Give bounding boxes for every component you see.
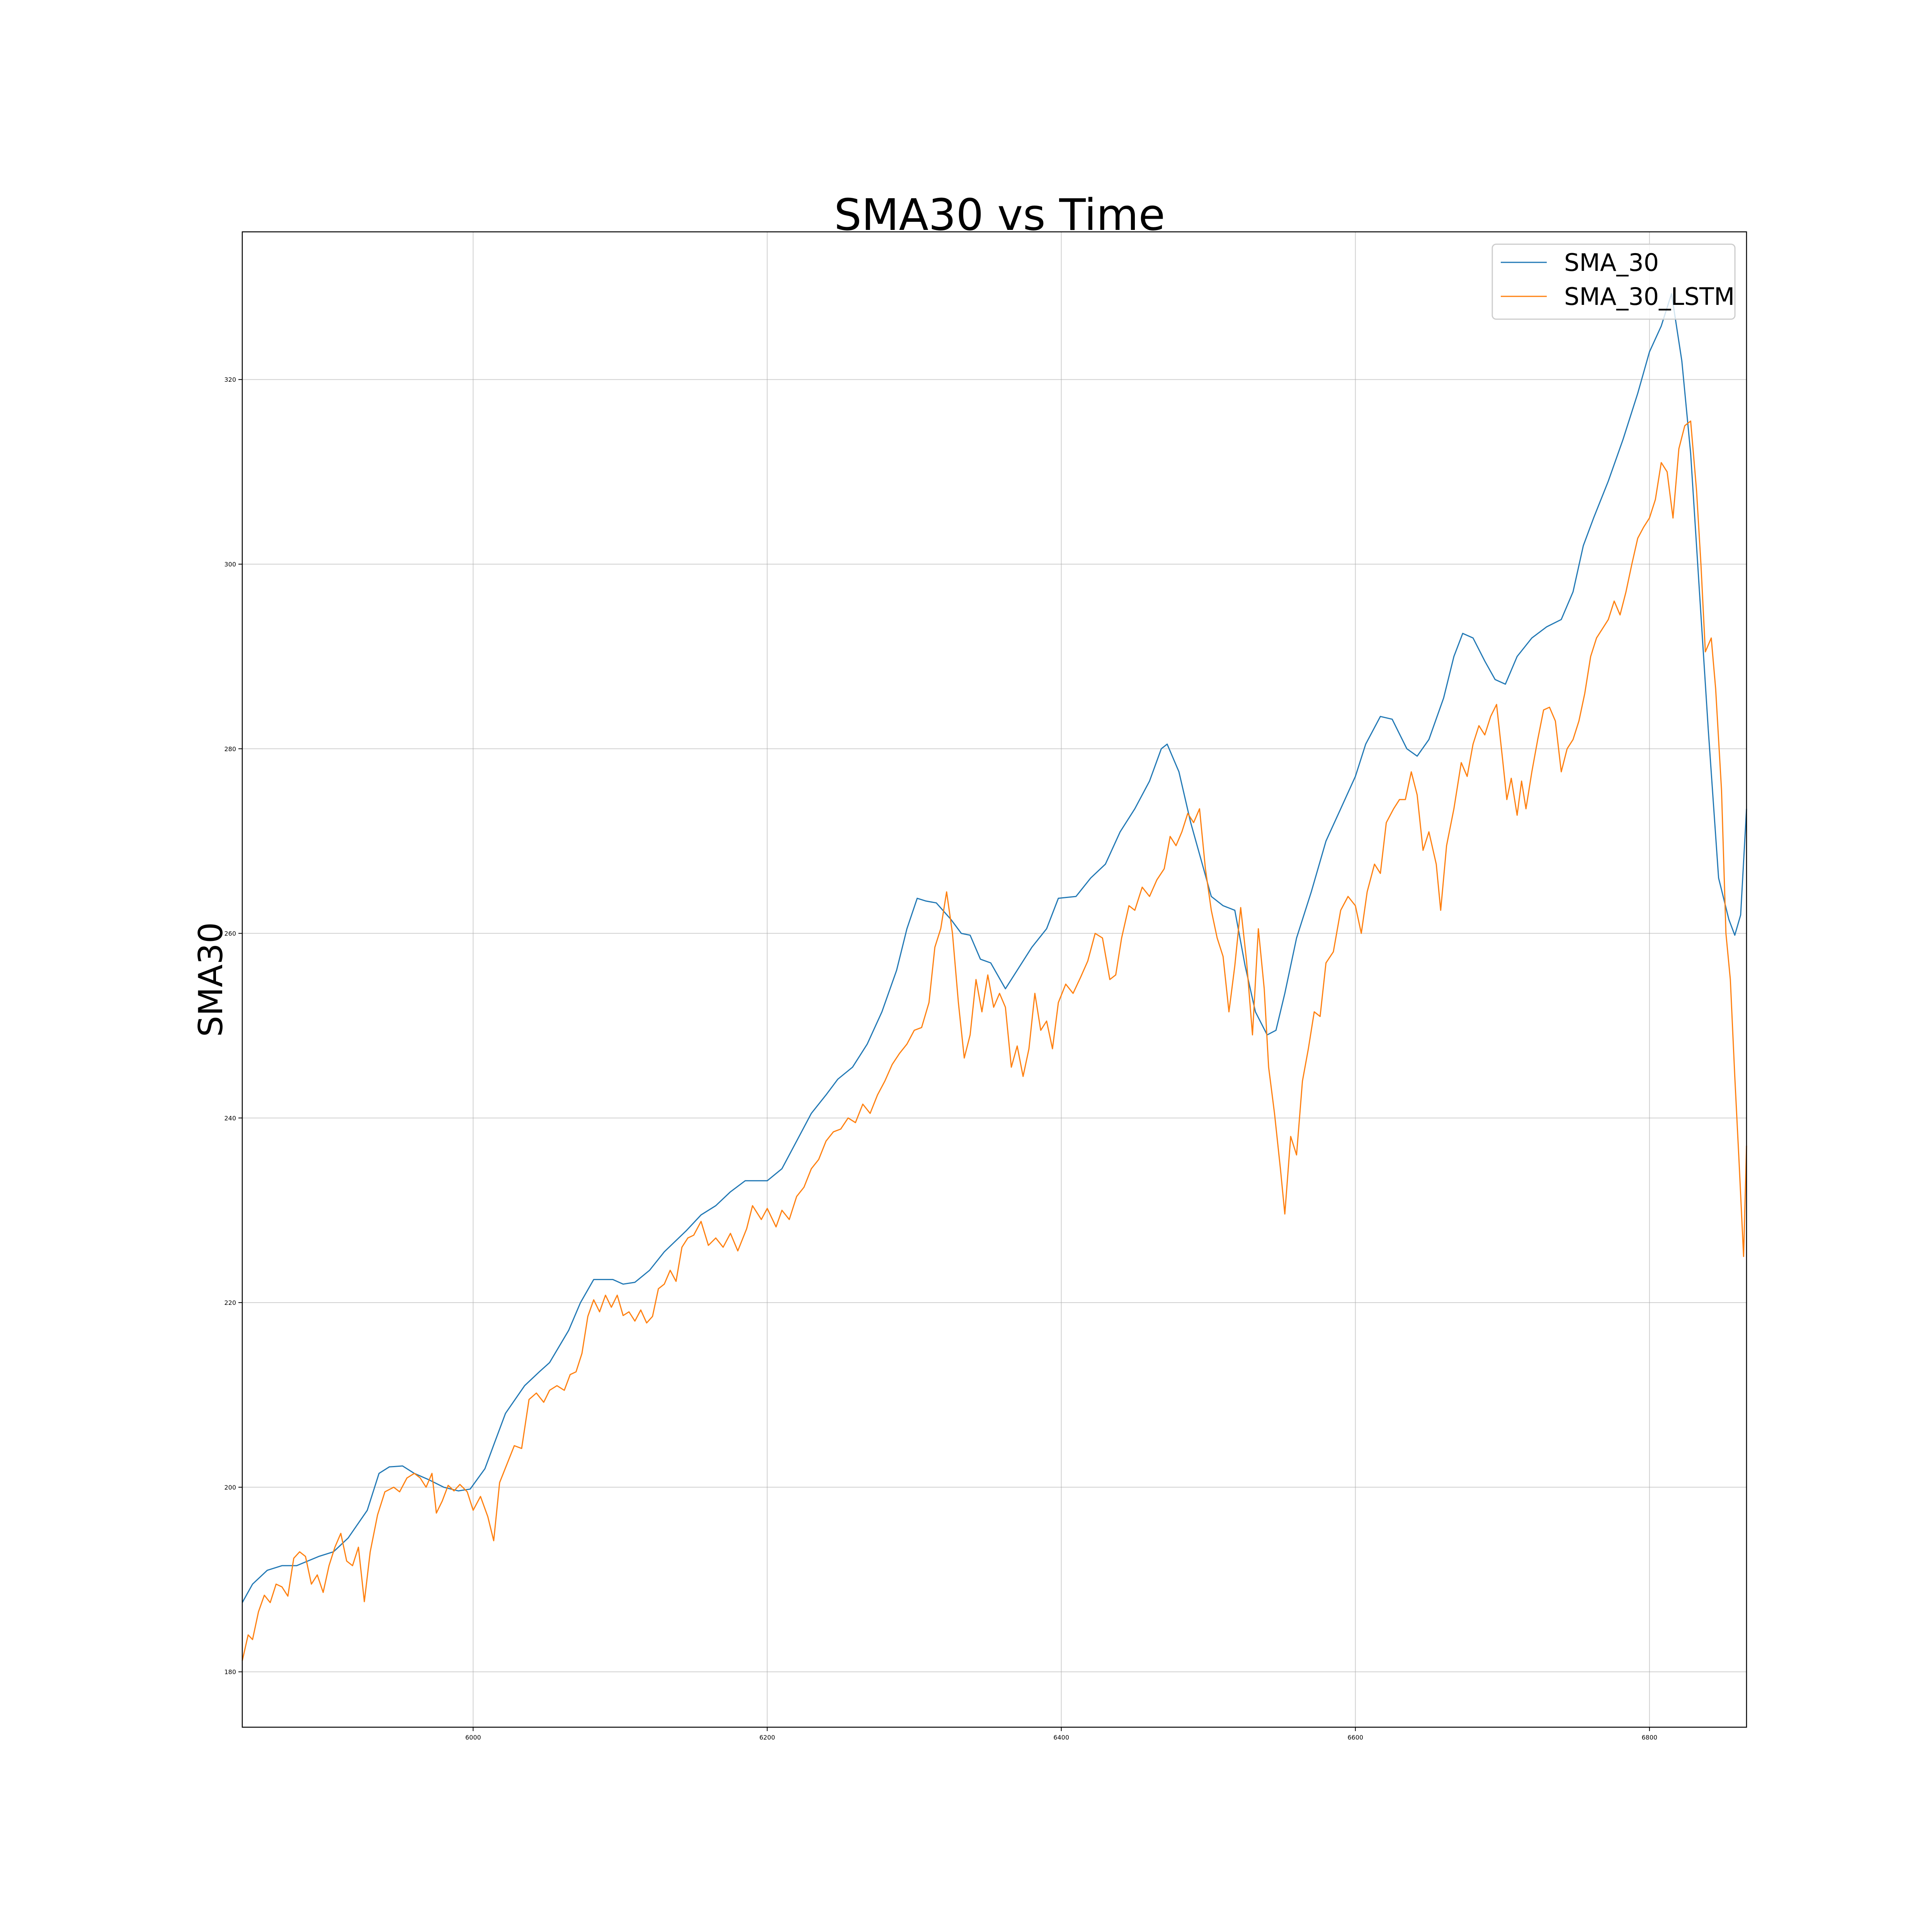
- x-tick-label-6400: 6400: [1053, 1734, 1069, 1741]
- y-tick-label-260: 260: [224, 930, 236, 937]
- x-tick-label-6600: 6600: [1347, 1734, 1363, 1741]
- chart-title: SMA30 vs Time: [834, 190, 1165, 240]
- y-ticks: 180 200 220 240 260 280 300 320: [224, 376, 242, 1676]
- y-tick-label-300: 300: [224, 561, 236, 568]
- y-tick-label-200: 200: [224, 1484, 236, 1491]
- legend-label-sma-30: SMA_30: [1564, 248, 1659, 277]
- x-tick-label-6000: 6000: [465, 1734, 481, 1741]
- x-ticks: 6000 6200 6400 6600 6800: [465, 1727, 1657, 1741]
- y-tick-label-180: 180: [224, 1668, 236, 1676]
- plot-frame: [242, 231, 1747, 1728]
- y-tick-label-240: 240: [224, 1114, 236, 1122]
- legend-label-sma-30-lstm: SMA_30_LSTM: [1564, 282, 1735, 311]
- grid-lines: [242, 232, 1747, 1727]
- legend: SMA_30 SMA_30_LSTM: [1492, 243, 1736, 320]
- y-tick-label-280: 280: [224, 745, 236, 753]
- x-tick-label-6800: 6800: [1641, 1734, 1657, 1741]
- y-axis-label: SMA30: [192, 922, 230, 1037]
- plot-lines: [242, 293, 1747, 1661]
- y-tick-label-320: 320: [224, 376, 236, 383]
- series-line-sma-30: [242, 293, 1747, 1603]
- y-tick-label-220: 220: [224, 1299, 236, 1306]
- series-line-sma-30-lstm: [242, 420, 1747, 1661]
- x-tick-label-6200: 6200: [759, 1734, 775, 1741]
- legend-box: [1492, 243, 1736, 320]
